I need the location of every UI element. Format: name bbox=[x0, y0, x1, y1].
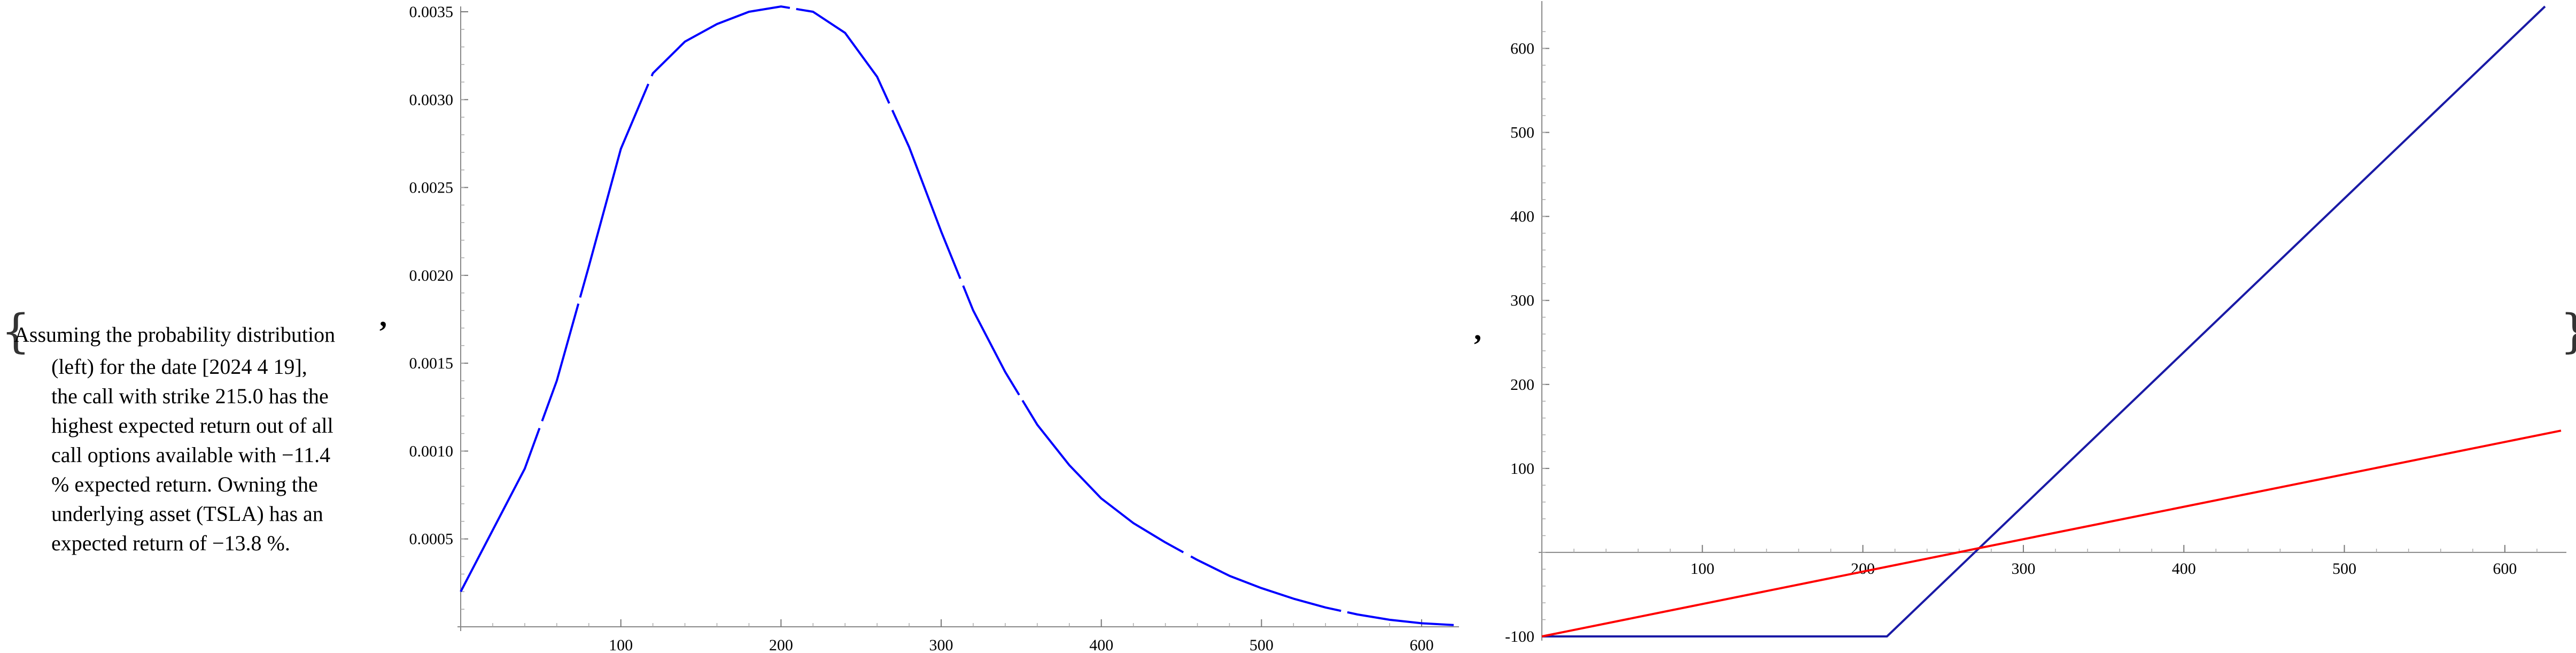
caption-line: expected return of −13.8 %. bbox=[51, 531, 290, 555]
caption-line: Assuming the probability distribution bbox=[14, 322, 336, 347]
series-line-0 bbox=[460, 5, 1454, 626]
y-tick-label: 600 bbox=[1510, 40, 1534, 58]
x-tick-label: 400 bbox=[2172, 560, 2196, 578]
list-separator: , bbox=[1474, 313, 1481, 347]
y-tick-label: 0.0030 bbox=[409, 91, 454, 109]
series-line-1 bbox=[1541, 429, 2562, 637]
x-tick-label: 100 bbox=[609, 636, 633, 653]
x-tick-label: 300 bbox=[929, 636, 953, 653]
x-tick-label: 100 bbox=[1690, 560, 1714, 578]
caption-line: highest expected return out of all bbox=[51, 413, 333, 437]
y-tick-label: 500 bbox=[1510, 124, 1534, 142]
y-tick-label: 100 bbox=[1510, 460, 1534, 478]
y-tick-label: 0.0015 bbox=[409, 355, 454, 372]
open-brace: { bbox=[1, 305, 30, 358]
caption-line: % expected return. Owning the bbox=[51, 472, 318, 496]
x-tick-label: 500 bbox=[2332, 560, 2356, 578]
y-tick-label: 300 bbox=[1510, 292, 1534, 310]
y-tick-label: 0.0005 bbox=[409, 531, 454, 548]
close-brace: } bbox=[2560, 305, 2576, 358]
y-tick-label: 0.0035 bbox=[409, 3, 454, 21]
x-tick-label: 500 bbox=[1250, 636, 1274, 653]
x-tick-label: 400 bbox=[1089, 636, 1113, 653]
x-tick-label: 600 bbox=[2493, 560, 2517, 578]
caption-line: (left) for the date [2024 4 19], bbox=[51, 355, 307, 379]
x-tick-label: 300 bbox=[2011, 560, 2035, 578]
x-tick-label: 200 bbox=[1851, 560, 1875, 578]
caption-line: the call with strike 215.0 has the bbox=[51, 384, 329, 408]
x-tick-label: 200 bbox=[769, 636, 793, 653]
y-tick-label: 0.0025 bbox=[409, 179, 454, 197]
y-tick-label: 200 bbox=[1510, 376, 1534, 394]
x-tick-label: 600 bbox=[1410, 636, 1434, 653]
y-tick-label: -100 bbox=[1505, 628, 1534, 646]
caption-line: call options available with −11.4 bbox=[51, 443, 331, 467]
y-tick-label: 0.0010 bbox=[409, 442, 454, 460]
list-separator: , bbox=[379, 300, 387, 333]
y-tick-label: 0.0020 bbox=[409, 267, 454, 285]
y-tick-label: 400 bbox=[1510, 208, 1534, 226]
caption-line: underlying asset (TSLA) has an bbox=[51, 502, 323, 526]
series-line-0 bbox=[1542, 5, 2546, 637]
